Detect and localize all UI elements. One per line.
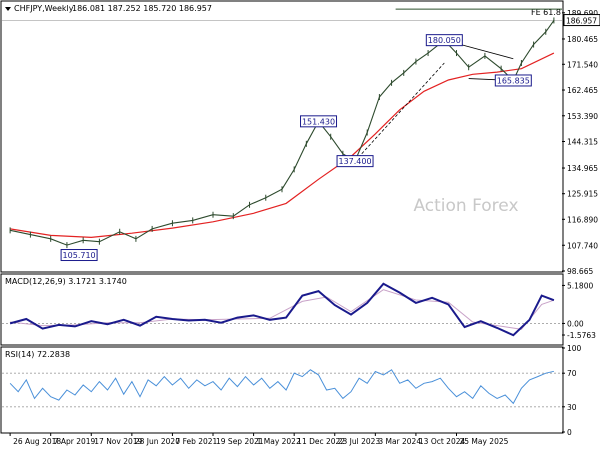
x-tick-label: 23 Jul 2023 <box>338 437 381 446</box>
macd-y-tick-label: 0.00 <box>567 319 584 328</box>
rsi-y-tick-label: 70 <box>567 369 577 378</box>
price-annotation-box <box>336 155 374 168</box>
fe-label: FE 61.8 <box>531 8 561 17</box>
rsi-line <box>9 369 555 405</box>
current-price-box <box>563 14 600 27</box>
price-y-tick-label: 171.540 <box>567 60 598 69</box>
trend-line <box>354 62 445 162</box>
dropdown-triangle-icon[interactable] <box>5 7 11 11</box>
x-tick-label: 13 Oct 2024 <box>419 437 466 446</box>
rsi-y-tick-label: 100 <box>567 344 582 353</box>
x-tick-label: 19 Sep 2021 <box>216 437 264 446</box>
macd-panel-frame <box>0 273 564 346</box>
macd-y-tick-label: -1.5763 <box>567 331 596 340</box>
price-header-symbol: CHFJPY,Weekly <box>14 4 74 13</box>
x-tick-label: 3 Mar 2024 <box>378 437 421 446</box>
price-annotation-label: 105.710 <box>63 251 96 260</box>
price-y-tick-label: 134.965 <box>567 164 598 173</box>
x-tick-label: 28 Jun 2020 <box>135 437 180 446</box>
price-annotation-label: 165.835 <box>497 76 530 85</box>
rsi-y-tick-label: 0 <box>567 428 572 437</box>
x-tick-label: 1 May 2022 <box>257 437 301 446</box>
rsi-header: RSI(14) 72.2838 <box>5 350 70 359</box>
macd-y-tick-label: 5.1800 <box>567 281 593 290</box>
price-annotation-label: 180.050 <box>428 36 461 45</box>
price-annotation-label: 151.430 <box>302 117 335 126</box>
watermark: Action Forex <box>413 196 518 216</box>
price-annotation-box <box>494 74 532 87</box>
price-y-tick-label: 116.890 <box>567 215 598 224</box>
x-tick-label: 7 Feb 2021 <box>175 437 217 446</box>
current-price-label: 186.957 <box>566 17 597 26</box>
x-tick-label: 17 Nov 2019 <box>94 437 142 446</box>
price-annotation-box <box>60 249 98 262</box>
price-y-tick-label: 144.315 <box>567 138 598 147</box>
price-y-tick-label: 98.665 <box>567 267 593 276</box>
price-y-tick-label: 125.915 <box>567 190 598 199</box>
x-tick-label: 7 Apr 2019 <box>54 437 96 446</box>
price-y-tick-label: 189.690 <box>567 9 598 18</box>
price-y-tick-label: 180.465 <box>567 35 598 44</box>
macd-header: MACD(12,26,9) 3.1721 3.1740 <box>5 277 127 286</box>
rsi-panel-frame <box>0 346 564 434</box>
price-y-tick-label: 153.390 <box>567 112 598 121</box>
price-header-ohlc: 186.081 187.252 185.720 186.957 <box>72 4 212 13</box>
price-y-tick-label: 107.740 <box>567 241 598 250</box>
price-annotation-label: 137.400 <box>338 157 371 166</box>
price-line <box>9 20 555 246</box>
price-y-tick-label: 162.465 <box>567 86 598 95</box>
x-tick-label: 26 Aug 2018 <box>13 437 61 446</box>
price-annotation-box <box>425 34 463 47</box>
price-annotation-box <box>300 115 338 128</box>
macd-line <box>9 282 555 337</box>
x-tick-label: 11 Dec 2022 <box>297 437 345 446</box>
price-panel-frame <box>0 0 564 273</box>
rsi-y-tick-label: 30 <box>567 403 577 412</box>
x-tick-label: 25 May 2025 <box>459 437 508 446</box>
